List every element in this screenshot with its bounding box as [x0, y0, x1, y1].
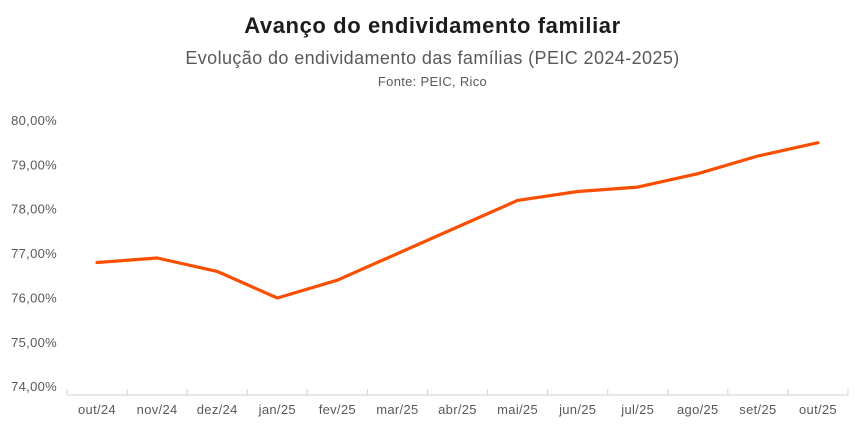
x-axis-tick-label: out/24: [78, 402, 116, 417]
x-axis-tick-label: jun/25: [558, 402, 596, 417]
y-axis-tick-label: 79,00%: [11, 157, 57, 172]
y-axis-tick-label: 74,00%: [11, 379, 57, 394]
x-axis-tick-label: nov/24: [137, 402, 178, 417]
y-axis-tick-label: 80,00%: [11, 113, 57, 128]
x-axis-tick-label: abr/25: [438, 402, 477, 417]
x-axis-tick-label: mar/25: [376, 402, 418, 417]
x-axis-tick-label: jul/25: [620, 402, 654, 417]
x-axis-tick-label: out/25: [799, 402, 837, 417]
data-series-line: [95, 141, 820, 300]
y-axis-tick-label: 75,00%: [11, 335, 57, 350]
y-axis-tick-label: 77,00%: [11, 246, 57, 261]
x-axis-tick-label: mai/25: [497, 402, 538, 417]
x-axis-tick-label: jan/25: [258, 402, 296, 417]
y-axis-tick-label: 78,00%: [11, 202, 57, 217]
x-axis-tick-label: ago/25: [677, 402, 719, 417]
x-axis-tick-label: dez/24: [197, 402, 238, 417]
y-axis-tick-label: 76,00%: [11, 291, 57, 306]
x-axis-tick-label: set/25: [739, 402, 776, 417]
x-axis-tick-label: fev/25: [319, 402, 356, 417]
